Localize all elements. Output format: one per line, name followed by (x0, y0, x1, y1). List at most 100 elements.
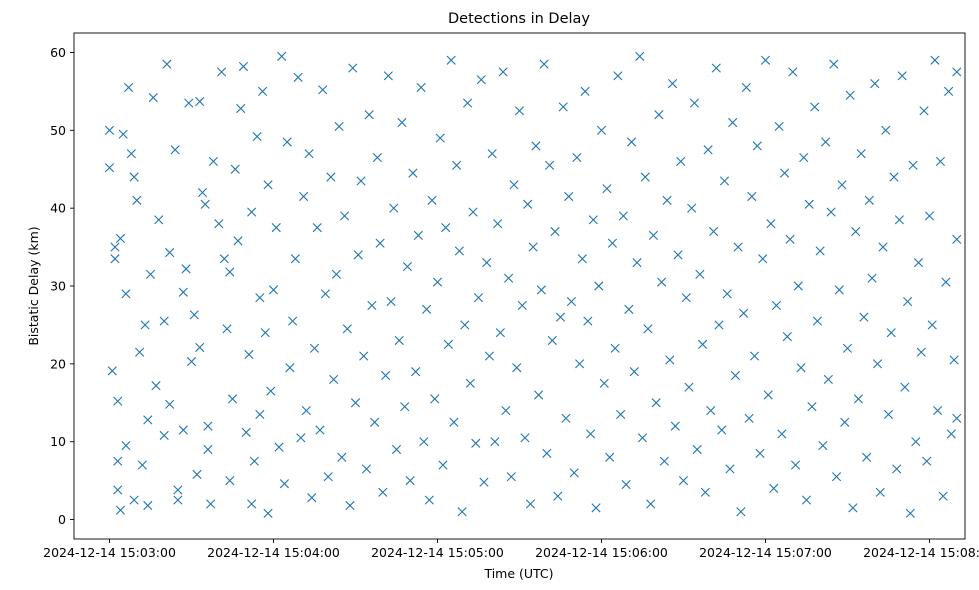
data-point (818, 440, 828, 451)
data-point (938, 491, 948, 501)
data-point (462, 98, 473, 108)
data-point (924, 211, 935, 221)
points-layer (104, 51, 962, 518)
data-point (755, 448, 765, 458)
data-point (378, 487, 388, 497)
data-point (244, 349, 254, 360)
data-point (900, 382, 910, 392)
data-point (793, 281, 803, 291)
data-point (484, 351, 495, 361)
data-point (881, 125, 891, 135)
data-point (719, 176, 730, 186)
data-point (509, 180, 519, 190)
data-point (823, 374, 833, 385)
data-point (227, 394, 238, 404)
data-point (498, 67, 508, 77)
data-point (782, 332, 792, 342)
data-point (700, 487, 710, 497)
data-point (523, 199, 533, 209)
data-point (331, 269, 341, 279)
data-point (810, 102, 820, 112)
data-point (831, 472, 842, 482)
data-point (585, 429, 596, 439)
data-point (113, 485, 123, 495)
data-point (249, 456, 259, 466)
data-point (186, 356, 197, 367)
data-point (115, 233, 126, 244)
data-point (419, 437, 429, 447)
data-point (110, 242, 120, 252)
data-point (274, 442, 284, 452)
data-point (413, 230, 423, 240)
data-point (473, 293, 484, 303)
data-point (154, 215, 164, 225)
data-point (870, 79, 880, 89)
data-point (263, 180, 273, 190)
data-point (315, 425, 325, 435)
data-point (432, 277, 443, 287)
data-point (596, 125, 607, 135)
data-point (788, 67, 798, 77)
data-point (430, 394, 440, 404)
data-point (277, 51, 287, 61)
plot-frame (73, 32, 966, 540)
data-point (405, 476, 415, 486)
data-point (799, 152, 809, 163)
data-point (752, 141, 762, 151)
data-point (725, 464, 735, 474)
y-tick-label: 0 (58, 512, 66, 527)
data-point (851, 226, 861, 237)
data-point (616, 409, 626, 420)
data-point (301, 405, 311, 416)
data-point (703, 145, 713, 155)
data-point (801, 495, 812, 505)
data-point (255, 293, 265, 303)
data-point (257, 86, 268, 96)
data-point (856, 149, 866, 159)
data-point (544, 160, 555, 170)
data-point (812, 316, 822, 326)
data-point (203, 444, 213, 455)
data-point (848, 503, 858, 513)
data-point (952, 67, 962, 77)
data-point (528, 242, 538, 252)
data-point (829, 59, 839, 69)
data-point (118, 129, 128, 139)
data-point (640, 172, 650, 182)
data-point (238, 61, 249, 72)
data-point (353, 250, 363, 260)
data-point (181, 264, 191, 274)
data-point (200, 199, 210, 209)
data-point (695, 269, 705, 279)
data-point (864, 195, 874, 205)
data-point (626, 137, 637, 147)
data-point (714, 320, 724, 330)
data-point (662, 195, 672, 205)
data-point (184, 98, 194, 108)
x-tick-label: 2024-12-14 15:03:00 (43, 545, 176, 560)
data-point (807, 402, 817, 412)
data-point (512, 363, 522, 373)
data-point (859, 312, 869, 322)
data-point (670, 421, 680, 431)
data-point (482, 258, 492, 268)
data-point (457, 507, 467, 517)
data-point (126, 149, 136, 159)
data-point (104, 125, 115, 135)
data-point (897, 71, 907, 81)
data-point (840, 417, 850, 427)
data-point (692, 444, 702, 455)
data-point (140, 320, 150, 330)
data-point (446, 55, 456, 65)
data-point (104, 163, 115, 173)
data-point (804, 199, 814, 209)
data-point (698, 339, 708, 349)
data-point (872, 359, 883, 369)
data-point (815, 246, 825, 256)
data-point (771, 300, 782, 311)
x-tick-label: 2024-12-14 15:07:00 (699, 545, 832, 560)
data-point (260, 328, 270, 338)
data-point (711, 63, 721, 73)
data-point (763, 390, 773, 400)
data-point (542, 448, 552, 458)
